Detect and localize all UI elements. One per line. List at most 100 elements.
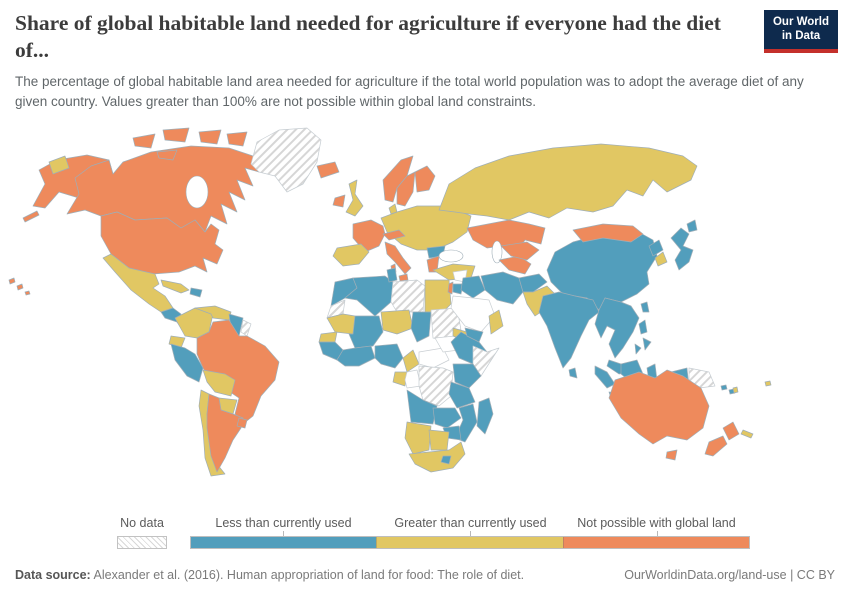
country-tunisia[interactable] bbox=[386, 267, 398, 283]
country-solomon-islands[interactable] bbox=[720, 384, 736, 395]
region-central-eastern-europe[interactable] bbox=[380, 205, 472, 251]
legend-swatch-greater[interactable] bbox=[376, 537, 563, 548]
legend-label-not-possible: Not possible with global land bbox=[577, 516, 736, 530]
license-label: | CC BY bbox=[786, 568, 835, 582]
legend-tick bbox=[283, 531, 284, 536]
country-south-africa[interactable] bbox=[408, 441, 466, 473]
caspian-sea bbox=[491, 240, 503, 264]
country-south-korea[interactable] bbox=[654, 251, 668, 267]
country-new-zealand[interactable] bbox=[704, 421, 740, 457]
owid-logo-line1: Our World bbox=[772, 16, 829, 28]
country-australia-tasmania[interactable] bbox=[665, 449, 678, 461]
chart-subtitle: The percentage of global habitable land … bbox=[15, 74, 804, 109]
country-kazakhstan[interactable] bbox=[466, 219, 546, 253]
country-ivory-coast-ghana[interactable] bbox=[336, 345, 376, 367]
country-libya[interactable] bbox=[390, 279, 426, 313]
country-yemen[interactable] bbox=[464, 327, 484, 343]
owid-url-link[interactable]: OurWorldinData.org/land-use bbox=[624, 568, 787, 582]
country-iceland[interactable] bbox=[316, 161, 340, 179]
hudson-bay bbox=[185, 175, 209, 209]
country-peru[interactable] bbox=[170, 343, 204, 383]
chart-footer: Data source: Alexander et al. (2016). Hu… bbox=[15, 568, 835, 582]
region-indochina[interactable] bbox=[594, 297, 640, 359]
country-sri-lanka[interactable] bbox=[568, 367, 578, 379]
country-iraq[interactable] bbox=[460, 275, 486, 299]
country-afghanistan[interactable] bbox=[518, 273, 548, 293]
country-cameroon[interactable] bbox=[402, 349, 420, 373]
country-mongolia[interactable] bbox=[572, 223, 644, 243]
country-north-korea[interactable] bbox=[648, 239, 664, 257]
country-canada-arctic[interactable] bbox=[132, 127, 248, 161]
country-somalia[interactable] bbox=[472, 345, 500, 377]
legend-label-less: Less than currently used bbox=[215, 516, 352, 530]
country-taiwan[interactable] bbox=[640, 301, 650, 313]
black-sea bbox=[438, 249, 464, 263]
page-title: Share of global habitable land needed fo… bbox=[15, 11, 721, 62]
country-uganda-kenya[interactable] bbox=[452, 363, 482, 389]
owid-logo-line2: in Data bbox=[781, 29, 821, 42]
legend-swatch-less[interactable] bbox=[191, 537, 377, 548]
country-usa-hawaii[interactable] bbox=[8, 277, 31, 296]
country-madagascar[interactable] bbox=[476, 397, 494, 435]
country-united-kingdom[interactable] bbox=[345, 179, 364, 217]
country-uzbekistan[interactable] bbox=[500, 241, 540, 261]
legend-color-bar bbox=[190, 536, 750, 549]
country-mozambique-malawi[interactable] bbox=[454, 403, 478, 443]
owid-logo[interactable]: Our World in Data bbox=[764, 10, 838, 53]
country-uruguay[interactable] bbox=[236, 417, 248, 429]
country-argentina[interactable] bbox=[206, 393, 244, 473]
country-sweden[interactable] bbox=[396, 171, 416, 207]
country-switzerland-austria[interactable] bbox=[382, 229, 406, 241]
country-niger[interactable] bbox=[380, 309, 414, 335]
country-philippines[interactable] bbox=[634, 319, 652, 355]
country-lesotho[interactable] bbox=[440, 455, 452, 465]
country-tanzania[interactable] bbox=[448, 381, 476, 409]
country-japan[interactable] bbox=[670, 219, 698, 271]
country-cuba[interactable] bbox=[160, 279, 190, 294]
world-map[interactable] bbox=[5, 122, 835, 514]
country-egypt[interactable] bbox=[424, 279, 452, 313]
country-central-african-republic[interactable] bbox=[418, 347, 450, 369]
country-hispaniola[interactable] bbox=[189, 287, 203, 298]
country-mauritania[interactable] bbox=[326, 313, 356, 335]
legend-label-greater: Greater than currently used bbox=[394, 516, 547, 530]
country-namibia[interactable] bbox=[404, 421, 432, 455]
country-congo[interactable] bbox=[404, 369, 422, 389]
country-russia-chukotka[interactable] bbox=[48, 155, 70, 175]
credit-line: OurWorldinData.org/land-use | CC BY bbox=[624, 568, 835, 582]
data-source-line: Data source: Alexander et al. (2016). Hu… bbox=[15, 568, 524, 582]
country-drc[interactable] bbox=[418, 365, 454, 407]
legend-no-data-label: No data bbox=[120, 516, 164, 530]
legend-no-data-swatch[interactable] bbox=[117, 536, 167, 549]
map-legend: No data Less than currently used Greater… bbox=[0, 514, 850, 556]
country-oman[interactable] bbox=[488, 309, 504, 335]
country-gabon[interactable] bbox=[392, 371, 408, 387]
country-spain-portugal[interactable] bbox=[332, 243, 370, 267]
country-chad[interactable] bbox=[410, 311, 432, 343]
country-bolivia[interactable] bbox=[202, 369, 236, 397]
country-nigeria[interactable] bbox=[374, 343, 404, 369]
country-jordan[interactable] bbox=[452, 283, 464, 295]
country-french-guiana[interactable] bbox=[240, 319, 252, 337]
country-zambia[interactable] bbox=[432, 407, 462, 429]
country-new-caledonia[interactable] bbox=[740, 429, 754, 439]
legend-tick bbox=[470, 531, 471, 536]
country-israel[interactable] bbox=[447, 281, 454, 295]
country-senegal[interactable] bbox=[318, 331, 338, 343]
legend-tick bbox=[657, 531, 658, 536]
country-australia[interactable] bbox=[608, 369, 710, 445]
data-source-text: Alexander et al. (2016). Human appropria… bbox=[90, 568, 525, 582]
country-vanuatu[interactable] bbox=[732, 386, 739, 394]
country-iran[interactable] bbox=[480, 271, 524, 305]
country-ireland[interactable] bbox=[332, 194, 346, 208]
country-fiji[interactable] bbox=[764, 380, 772, 387]
legend-swatch-not-possible[interactable] bbox=[562, 537, 749, 548]
country-greenland[interactable] bbox=[250, 127, 322, 193]
country-russia[interactable] bbox=[438, 143, 698, 221]
country-botswana[interactable] bbox=[428, 429, 450, 451]
country-saudi-arabia[interactable] bbox=[450, 295, 496, 333]
data-source-label: Data source: bbox=[15, 568, 91, 582]
country-india[interactable] bbox=[538, 291, 600, 369]
country-finland[interactable] bbox=[414, 165, 436, 193]
